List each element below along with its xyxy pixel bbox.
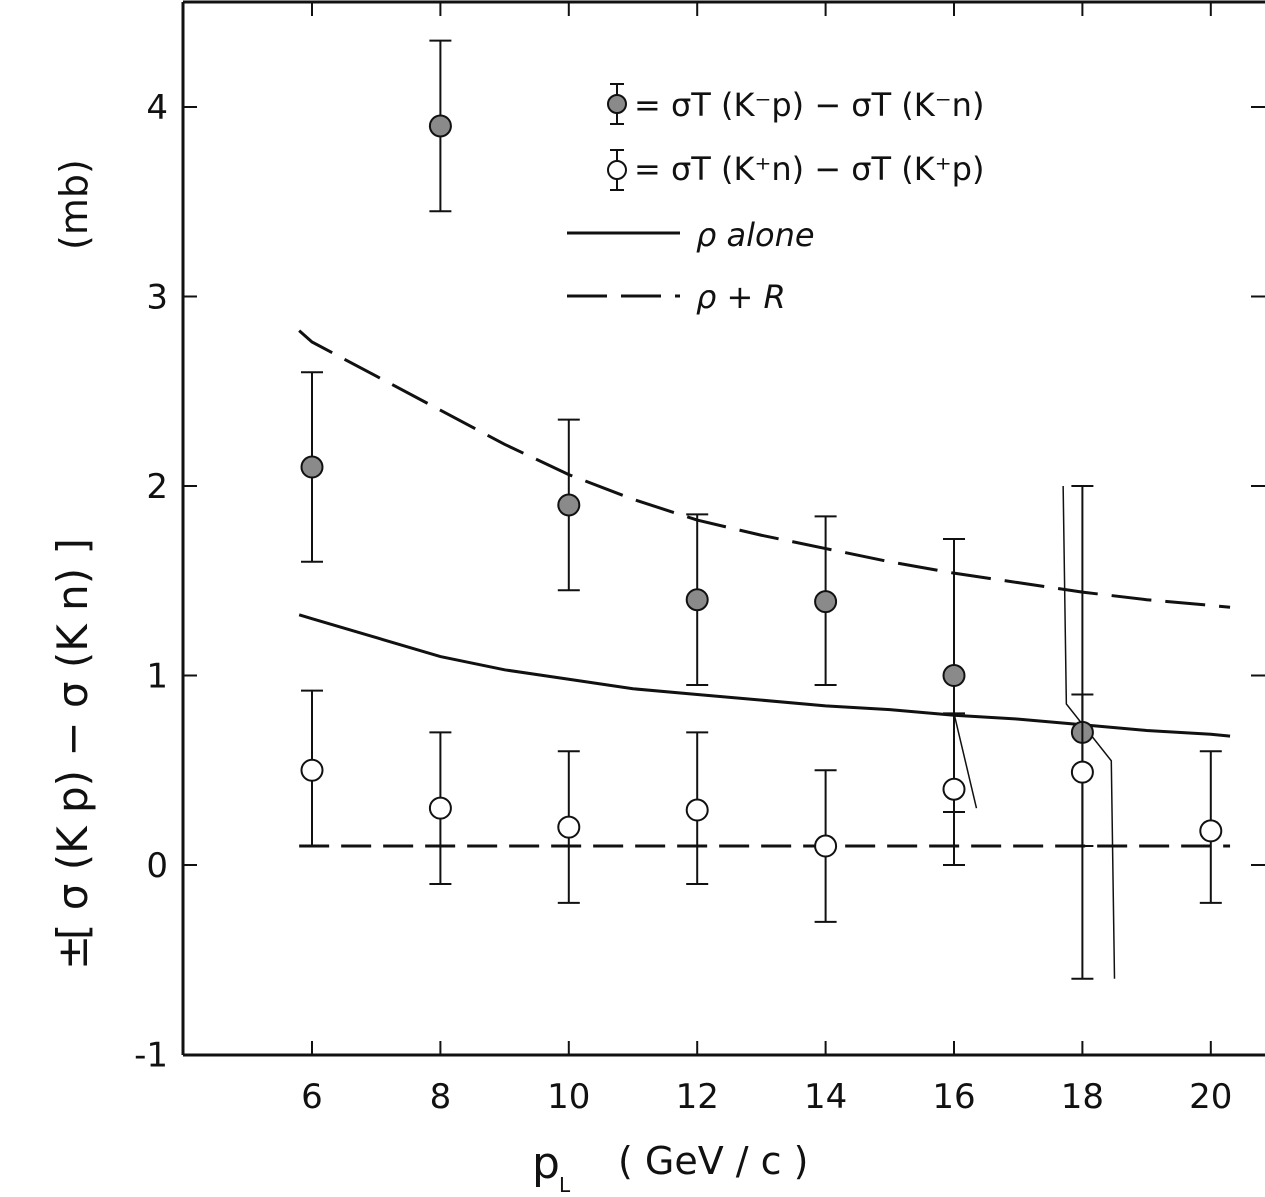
x-tick-label: 16: [932, 1077, 975, 1117]
filled-point: [557, 493, 581, 517]
x-tick-label: 14: [804, 1077, 847, 1117]
x-tick-label: 10: [547, 1077, 590, 1117]
y-axis-prefix: ±: [48, 935, 97, 970]
y-tick-label: 4: [146, 88, 168, 128]
x-tick-label: 12: [676, 1077, 719, 1117]
legend-marker-open: [607, 160, 627, 180]
x-tick-labels: 6 8 10 12 14 16 18 20: [301, 1077, 1232, 1117]
y-axis-label: [ σ (K p) − σ (K n) ]: [48, 538, 97, 940]
filled-point: [428, 114, 452, 138]
x-axis-label: p: [532, 1138, 560, 1189]
filled-point: [942, 664, 966, 687]
filled-point: [685, 588, 709, 612]
x-tick-label: 6: [301, 1077, 323, 1117]
open-point: [428, 796, 452, 820]
plot-frame: [181, 0, 1265, 1057]
y-axis-unit: (mb): [52, 159, 96, 250]
x-tick-label: 20: [1189, 1077, 1232, 1117]
legend-item-open: = σT (K⁺n) − σT (K⁺p): [607, 149, 984, 191]
legend-label-filled: = σT (K⁻p) − σT (K⁻n): [634, 86, 984, 124]
filled-point: [814, 590, 838, 614]
x-axis-title: p L ( GeV / c ): [532, 1138, 808, 1197]
dashed-curve: [298, 329, 1231, 609]
x-tick-label: 18: [1061, 1077, 1104, 1117]
open-point: [1199, 819, 1223, 843]
filled-point: [300, 455, 324, 479]
legend-label-rho-plus-r: ρ + R: [696, 278, 786, 316]
x-axis-unit: ( GeV / c ): [618, 1139, 808, 1183]
open-point: [814, 834, 838, 858]
data-series: [300, 39, 1223, 980]
y-tick-label: -1: [134, 1036, 168, 1076]
open-point: [300, 758, 324, 782]
legend-label-open: = σT (K⁺n) − σT (K⁺p): [634, 150, 984, 188]
legend-marker-filled: [607, 94, 627, 114]
y-tick-labels: -1 0 1 2 3 4: [134, 88, 168, 1076]
x-axis-label-subscript: L: [559, 1173, 571, 1197]
solid-curve: [298, 613, 1231, 738]
legend-item-rho-plus-r: ρ + R: [567, 278, 786, 316]
annotation-line: [953, 713, 978, 809]
legend: = σT (K⁻p) − σT (K⁻n) = σT (K⁺n) − σT (K…: [567, 83, 984, 316]
series-open: [300, 689, 1223, 923]
y-tick-label: 2: [146, 467, 168, 507]
y-tick-label: 3: [146, 278, 168, 318]
ticks: [183, 2, 1265, 1056]
legend-item-rho-alone: ρ alone: [567, 216, 815, 254]
y-tick-label: 1: [146, 657, 168, 697]
open-point: [1070, 760, 1094, 784]
legend-label-rho-alone: ρ alone: [696, 216, 815, 254]
open-point: [942, 777, 966, 801]
y-axis-title: [ σ (K p) − σ (K n) ] ± (mb): [48, 159, 97, 970]
open-point: [557, 815, 581, 839]
legend-item-filled: = σT (K⁻p) − σT (K⁻n): [607, 83, 984, 125]
open-point: [685, 798, 709, 822]
y-tick-label: 0: [146, 846, 168, 886]
x-tick-label: 8: [430, 1077, 452, 1117]
